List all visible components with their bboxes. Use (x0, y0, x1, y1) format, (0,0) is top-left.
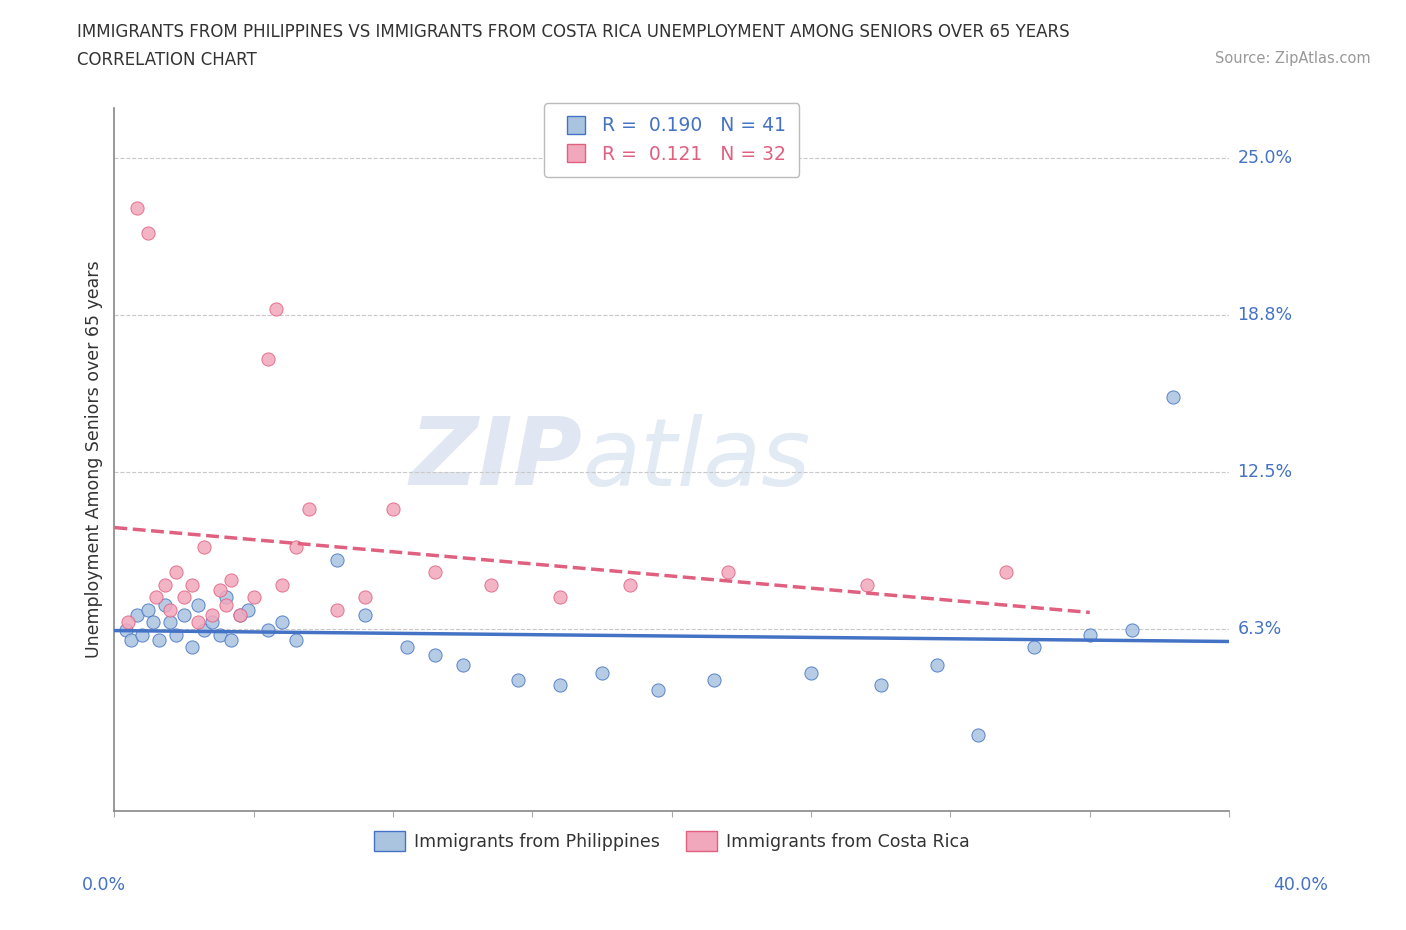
Legend: Immigrants from Philippines, Immigrants from Costa Rica: Immigrants from Philippines, Immigrants … (367, 824, 977, 858)
Point (148, 632, 170, 647)
Point (165, 565, 187, 579)
Point (354, 590, 377, 604)
Point (270, 578, 292, 592)
Point (326, 603, 349, 618)
Point (131, 628, 153, 643)
Point (264, 301, 287, 316)
Point (142, 615, 165, 630)
Text: ZIP: ZIP (409, 413, 582, 505)
Point (153, 597, 176, 612)
Point (201, 615, 224, 630)
Point (703, 672, 725, 687)
Point (159, 615, 181, 630)
Point (201, 607, 224, 622)
Point (136, 226, 159, 241)
Point (716, 565, 738, 579)
Point (145, 590, 167, 604)
Point (221, 632, 243, 647)
Point (181, 578, 204, 592)
Point (382, 502, 405, 517)
Point (1163, 389, 1185, 404)
Point (173, 607, 195, 622)
Point (423, 565, 446, 579)
Point (120, 632, 142, 647)
Y-axis label: Unemployment Among Seniors over 65 years: Unemployment Among Seniors over 65 years (86, 260, 103, 658)
Point (298, 502, 321, 517)
Point (423, 647, 446, 662)
Text: CORRELATION CHART: CORRELATION CHART (77, 51, 257, 69)
Text: atlas: atlas (582, 414, 811, 505)
Point (451, 658, 474, 672)
Point (187, 615, 209, 630)
Point (229, 607, 252, 622)
Point (326, 552, 349, 567)
Text: 25.0%: 25.0% (1237, 149, 1292, 167)
Point (153, 578, 176, 592)
Point (229, 607, 252, 622)
Point (209, 582, 232, 597)
Point (869, 678, 891, 693)
Point (136, 603, 159, 618)
Point (508, 672, 530, 687)
Point (1121, 622, 1143, 637)
Point (125, 201, 148, 216)
Point (173, 590, 195, 604)
Point (591, 665, 613, 680)
Point (125, 607, 148, 622)
Point (114, 622, 136, 637)
Point (395, 640, 418, 655)
Point (856, 578, 879, 592)
Point (1022, 640, 1045, 655)
Point (215, 590, 238, 604)
Point (925, 658, 948, 672)
Text: IMMIGRANTS FROM PHILIPPINES VS IMMIGRANTS FROM COSTA RICA UNEMPLOYMENT AMONG SEN: IMMIGRANTS FROM PHILIPPINES VS IMMIGRANT… (77, 23, 1070, 41)
Text: Source: ZipAtlas.com: Source: ZipAtlas.com (1215, 51, 1371, 66)
Point (256, 352, 278, 366)
Point (995, 565, 1018, 579)
Point (647, 683, 669, 698)
Point (479, 578, 502, 592)
Point (284, 632, 307, 647)
Point (284, 539, 307, 554)
Point (256, 622, 278, 637)
Text: 6.3%: 6.3% (1237, 619, 1282, 638)
Point (187, 597, 209, 612)
Point (215, 597, 238, 612)
Point (550, 678, 572, 693)
Point (619, 578, 641, 592)
Point (221, 572, 243, 587)
Point (1078, 628, 1101, 643)
Point (238, 603, 260, 618)
Point (800, 665, 823, 680)
Text: 0.0%: 0.0% (82, 876, 125, 895)
Point (550, 590, 572, 604)
Text: 18.8%: 18.8% (1237, 306, 1292, 324)
Point (165, 628, 187, 643)
Point (209, 628, 232, 643)
Text: 40.0%: 40.0% (1274, 876, 1329, 895)
Point (181, 640, 204, 655)
Point (270, 615, 292, 630)
Point (354, 607, 377, 622)
Point (967, 728, 990, 743)
Point (193, 622, 215, 637)
Point (242, 590, 264, 604)
Text: 12.5%: 12.5% (1237, 463, 1292, 481)
Point (159, 603, 181, 618)
Point (193, 539, 215, 554)
Point (117, 615, 139, 630)
